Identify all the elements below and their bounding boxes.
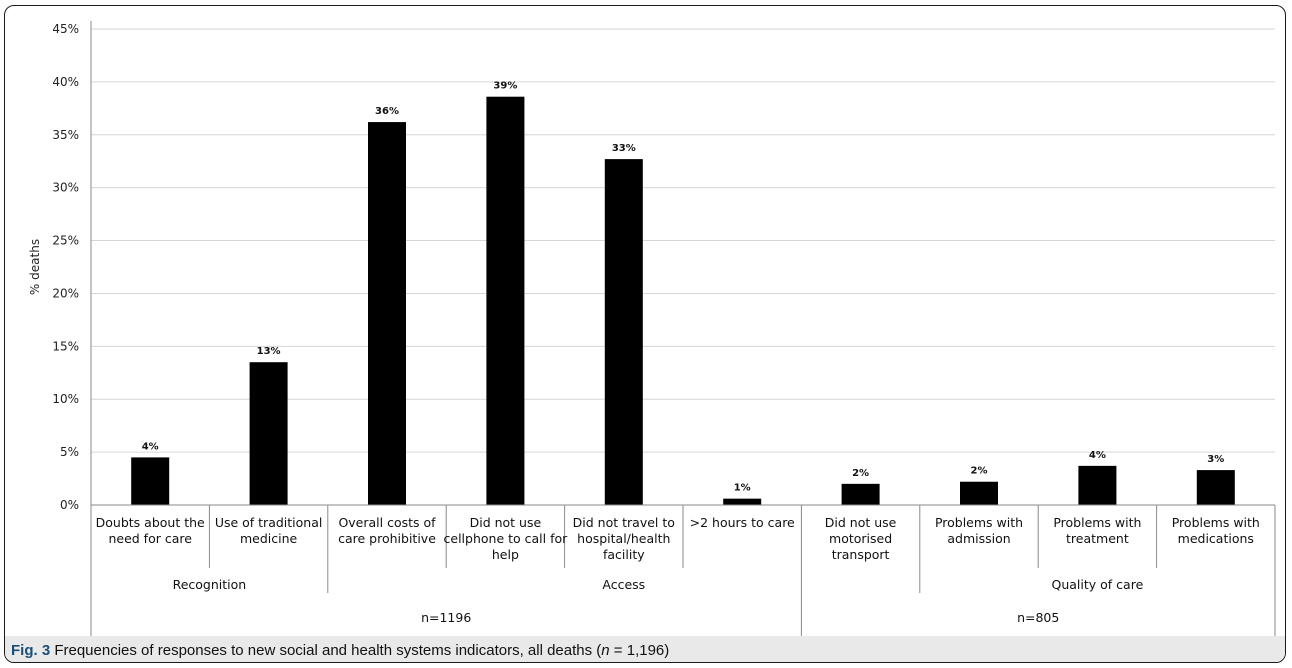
caption-text: Frequencies of responses to new social a… bbox=[50, 642, 602, 659]
category-label: Doubts about the bbox=[96, 515, 205, 530]
category-label: medications bbox=[1178, 531, 1254, 546]
data-label: 4% bbox=[1089, 450, 1106, 461]
bar-chart: 0% 5% 10% 15% 20% 25% 30% 35% 40% 45% % deaths 4%… bbox=[28, 21, 1276, 636]
data-labels: 4% 13% 36% 39% 33% 1% 2% 2% 4% 3% bbox=[142, 81, 1225, 494]
y-axis-ticks: 0% 5% 10% 15% 20% 25% 30% 35% 40% 45% bbox=[52, 22, 79, 512]
data-label: 3% bbox=[1207, 454, 1224, 465]
category-label: need for care bbox=[108, 531, 192, 546]
category-label: Did not use bbox=[825, 515, 897, 530]
bar bbox=[1078, 465, 1117, 505]
category-label: hospital/health bbox=[577, 531, 670, 546]
category-label: cellphone to call for bbox=[444, 531, 569, 546]
y-axis-label: % deaths bbox=[28, 239, 42, 295]
data-label: 2% bbox=[971, 466, 988, 477]
data-label: 13% bbox=[257, 346, 281, 357]
bar bbox=[723, 498, 762, 505]
y-tick-label: 40% bbox=[52, 75, 79, 89]
category-label: care prohibitive bbox=[338, 531, 436, 546]
category-axis bbox=[90, 21, 1276, 636]
category-label: treatment bbox=[1066, 531, 1129, 546]
y-tick-label: 0% bbox=[60, 498, 79, 512]
y-tick-label: 20% bbox=[52, 286, 79, 300]
y-tick-label: 25% bbox=[52, 234, 79, 248]
y-tick-label: 5% bbox=[60, 445, 79, 459]
group-label: Access bbox=[602, 577, 645, 592]
category-label: Overall costs of bbox=[338, 515, 436, 530]
data-label: 39% bbox=[493, 81, 517, 92]
bar bbox=[1196, 470, 1235, 505]
bar bbox=[960, 481, 998, 505]
y-tick-label: 15% bbox=[52, 339, 79, 353]
category-label: help bbox=[492, 547, 519, 562]
sample-size-label: n=805 bbox=[1017, 610, 1059, 625]
group-label: Quality of care bbox=[1052, 577, 1144, 592]
category-label: Problems with bbox=[1053, 515, 1141, 530]
figure-frame: 0% 5% 10% 15% 20% 25% 30% 35% 40% 45% % deaths 4%… bbox=[4, 5, 1286, 663]
data-label: 33% bbox=[612, 143, 636, 154]
category-label: Problems with bbox=[935, 515, 1023, 530]
figure-caption: Fig. 3 Frequencies of responses to new s… bbox=[11, 642, 669, 659]
bar bbox=[486, 96, 525, 505]
bar bbox=[131, 457, 170, 505]
y-tick-label: 35% bbox=[52, 128, 79, 142]
data-label: 2% bbox=[852, 468, 869, 479]
bars bbox=[131, 96, 1235, 505]
sample-size-label: n=1196 bbox=[421, 610, 471, 625]
y-tick-label: 10% bbox=[52, 392, 79, 406]
bar bbox=[841, 483, 880, 505]
category-label: transport bbox=[832, 547, 890, 562]
bar bbox=[368, 122, 406, 505]
category-label: facility bbox=[603, 547, 645, 562]
y-tick-label: 45% bbox=[52, 22, 79, 36]
data-label: 1% bbox=[734, 483, 751, 494]
category-label: Use of traditional bbox=[215, 515, 323, 530]
bar bbox=[249, 362, 288, 505]
category-label: motorised bbox=[829, 531, 892, 546]
y-tick-label: 30% bbox=[52, 181, 79, 195]
figure-number: Fig. 3 bbox=[11, 642, 51, 659]
category-label: Did not travel to bbox=[573, 515, 675, 530]
caption-n-italic: n bbox=[601, 642, 610, 659]
bar bbox=[604, 159, 643, 505]
caption-text-end: = 1,196) bbox=[609, 642, 670, 659]
category-label: >2 hours to care bbox=[690, 515, 795, 530]
category-label: Problems with bbox=[1172, 515, 1260, 530]
category-label: admission bbox=[947, 531, 1010, 546]
data-label: 36% bbox=[375, 106, 399, 117]
caption-bar: Fig. 3 Frequencies of responses to new s… bbox=[5, 636, 1285, 662]
data-label: 4% bbox=[142, 441, 159, 452]
grid-lines bbox=[91, 28, 1275, 453]
group-label: Recognition bbox=[173, 577, 247, 592]
category-label: Did not use bbox=[470, 515, 542, 530]
category-label: medicine bbox=[240, 531, 298, 546]
group-labels: Recognition Access Quality of care n=1196 n=… bbox=[173, 577, 1144, 625]
